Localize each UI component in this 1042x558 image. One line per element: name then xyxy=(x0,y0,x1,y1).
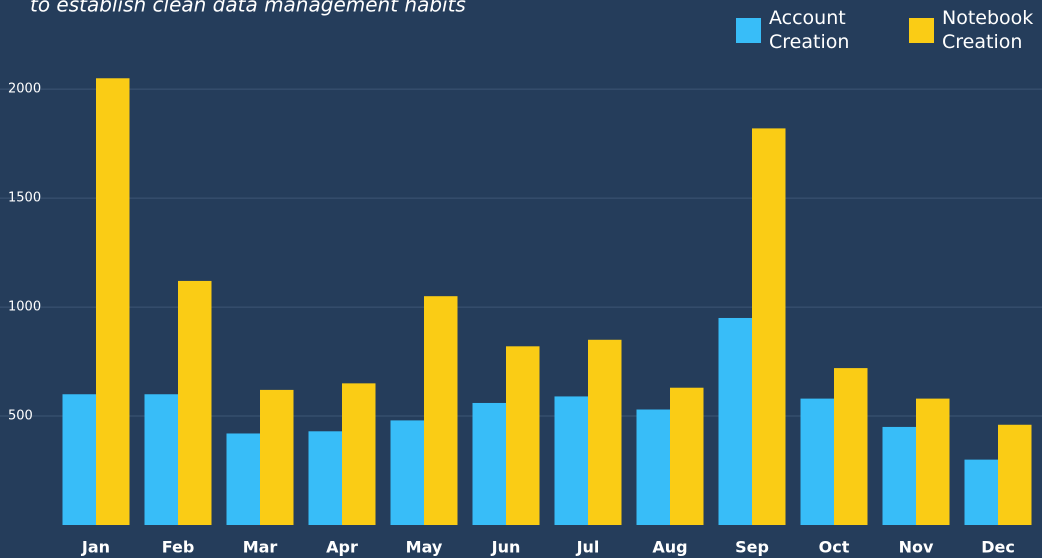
bar xyxy=(472,402,506,525)
bar xyxy=(964,459,998,525)
legend-item: Account Creation xyxy=(736,6,869,54)
x-tick-label: Dec xyxy=(981,538,1015,557)
bar xyxy=(226,433,260,525)
x-tick-label: Oct xyxy=(819,538,850,557)
y-tick-label: 500 xyxy=(8,409,33,424)
bar xyxy=(554,396,588,525)
bar xyxy=(424,296,458,525)
x-tick-label: Sep xyxy=(735,538,769,557)
bar xyxy=(588,339,622,525)
legend: Account Creation Notebook Creation xyxy=(736,6,1042,54)
x-tick-label: Nov xyxy=(899,538,934,557)
x-tick-label: Aug xyxy=(652,538,687,557)
x-tick-label: Jun xyxy=(491,538,521,557)
bar xyxy=(62,394,96,525)
y-tick-label: 2000 xyxy=(8,82,41,97)
bar xyxy=(506,346,540,525)
bar xyxy=(390,420,424,525)
bar xyxy=(834,368,868,525)
x-tick-label: Mar xyxy=(243,538,278,557)
y-tick-label: 1000 xyxy=(8,300,41,315)
bar xyxy=(670,387,704,525)
bar xyxy=(342,383,376,525)
bar xyxy=(96,78,130,525)
bar xyxy=(718,317,752,525)
x-tick-label: Jul xyxy=(576,538,600,557)
bar xyxy=(636,409,670,525)
legend-swatch xyxy=(909,18,934,43)
bar xyxy=(308,431,342,525)
legend-label: Notebook Creation xyxy=(942,7,1034,53)
legend-item: Notebook Creation xyxy=(909,6,1042,54)
legend-label: Account Creation xyxy=(769,7,850,53)
x-tick-label: Jan xyxy=(81,538,110,557)
x-tick-label: Feb xyxy=(162,538,195,557)
bar xyxy=(144,394,178,525)
bar xyxy=(916,398,950,525)
y-tick-label: 1500 xyxy=(8,191,41,206)
bar xyxy=(998,424,1032,525)
chart-subtitle: to establish clean data management habit… xyxy=(30,0,466,17)
bar xyxy=(178,280,212,525)
x-tick-label: Apr xyxy=(326,538,358,557)
legend-swatch xyxy=(736,18,761,43)
bar xyxy=(260,389,294,525)
x-tick-label: May xyxy=(406,538,443,557)
bar xyxy=(752,128,786,525)
bar xyxy=(882,426,916,525)
bar xyxy=(800,398,834,525)
